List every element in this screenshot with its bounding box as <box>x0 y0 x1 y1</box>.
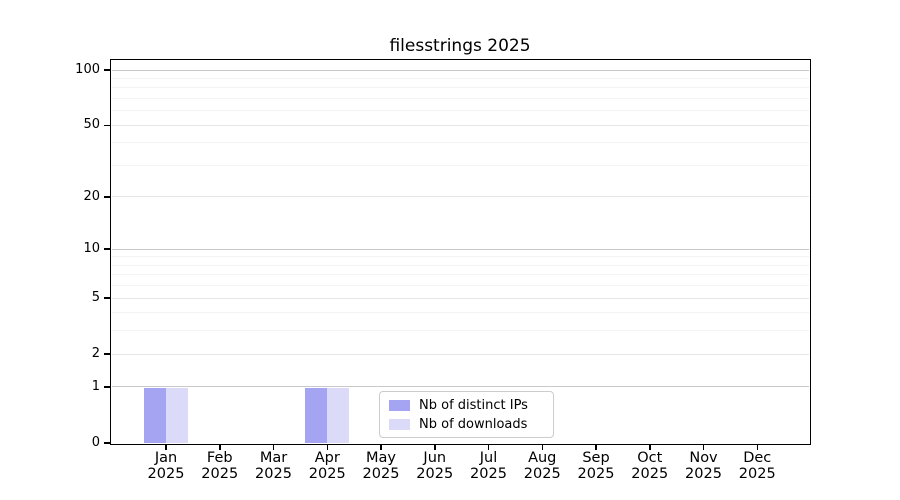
x-tick-mark <box>756 445 758 450</box>
x-tick-year: 2025 <box>255 466 292 482</box>
x-tick-month: Sep <box>582 450 610 466</box>
x-tick-label: May 2025 <box>346 450 416 482</box>
y-tick-mark <box>104 386 110 388</box>
gridline-minor <box>112 142 809 144</box>
chart-title: filesstrings 2025 <box>389 36 531 56</box>
x-tick-label: Aug 2025 <box>507 450 577 482</box>
gridline-major <box>112 124 809 126</box>
x-tick-month: Oct <box>637 450 663 466</box>
gridline-major <box>112 353 809 355</box>
y-tick-label: 1 <box>91 378 100 394</box>
x-tick-label: Nov 2025 <box>669 450 739 482</box>
y-tick-mark <box>104 124 110 127</box>
x-tick-label: Apr 2025 <box>292 450 362 482</box>
x-tick-year: 2025 <box>416 466 454 482</box>
x-tick-year: 2025 <box>577 466 615 482</box>
y-tick-label: 0 <box>91 435 100 450</box>
x-tick-month: Aug <box>528 450 557 466</box>
gridline-minor <box>112 77 809 79</box>
x-tick-label: Feb 2025 <box>185 450 255 482</box>
x-tick-label: Dec 2025 <box>722 450 792 482</box>
gridline-minor <box>112 87 809 89</box>
x-tick-mark <box>326 445 328 450</box>
x-tick-mark <box>272 445 275 450</box>
x-tick-label: Oct 2025 <box>615 450 685 482</box>
x-tick-year: 2025 <box>308 466 346 482</box>
x-tick-month: Feb <box>206 450 233 466</box>
bar-nb-of-distinct-ips-apr <box>305 387 328 443</box>
y-tick-label: 5 <box>91 290 100 306</box>
gridline-minor <box>112 312 809 314</box>
legend-item-downloads: Nb of downloads <box>389 416 545 433</box>
gridline-major <box>112 386 809 388</box>
bar-nb-of-distinct-ips-jan <box>144 387 166 443</box>
x-tick-month: May <box>366 450 396 466</box>
plot-area: Nb of distinct IPs Nb of downloads <box>104 59 811 450</box>
x-tick-month: Jun <box>423 450 447 466</box>
y-tick-mark <box>104 442 110 444</box>
x-tick-label: Jul 2025 <box>454 450 524 482</box>
x-tick-year: 2025 <box>523 466 561 482</box>
gridline-minor <box>112 165 809 166</box>
y-tick-label: 10 <box>83 241 100 257</box>
x-tick-year: 2025 <box>738 466 776 482</box>
legend-swatch-distinct-ips <box>389 400 410 411</box>
x-tick-year: 2025 <box>362 466 400 482</box>
x-tick-year: 2025 <box>201 466 239 482</box>
y-tick-label: 100 <box>75 62 100 78</box>
legend-swatch-downloads <box>389 419 410 430</box>
y-tick-label: 2 <box>91 346 100 362</box>
legend-label-distinct-ips: Nb of distinct IPs <box>419 398 528 413</box>
x-tick-month: Dec <box>743 450 772 466</box>
x-tick-mark <box>541 445 543 450</box>
x-tick-month: Jan <box>154 450 178 466</box>
legend-item-distinct-ips: Nb of distinct IPs <box>389 397 545 414</box>
legend-label-downloads: Nb of downloads <box>419 417 528 432</box>
y-tick-mark <box>104 297 110 299</box>
gridline-minor <box>112 264 809 266</box>
x-tick-month: Nov <box>689 450 718 466</box>
bar-nb-of-downloads-jan <box>166 387 188 443</box>
y-tick-label: 50 <box>83 117 100 133</box>
x-tick-mark <box>165 445 167 450</box>
x-tick-month: Apr <box>314 450 340 466</box>
y-tick-mark <box>104 248 110 250</box>
x-tick-label: Mar 2025 <box>239 450 309 482</box>
gridline-major <box>112 248 809 250</box>
gridline-minor <box>112 110 809 112</box>
x-tick-mark <box>595 445 597 450</box>
gridline-minor <box>112 274 809 276</box>
x-tick-month: Mar <box>259 450 288 466</box>
x-tick-label: Jan 2025 <box>131 450 201 482</box>
gridline-minor <box>112 330 809 332</box>
x-tick-mark <box>702 445 705 450</box>
x-tick-mark <box>380 445 382 450</box>
y-tick-mark <box>104 196 110 198</box>
x-tick-mark <box>649 445 651 450</box>
y-tick-mark <box>104 69 110 71</box>
x-tick-mark <box>219 445 221 450</box>
y-tick-label: 20 <box>83 188 100 204</box>
x-tick-mark <box>434 445 436 450</box>
x-tick-mark <box>487 445 490 450</box>
x-tick-label: Sep 2025 <box>561 450 631 482</box>
x-tick-year: 2025 <box>631 466 669 482</box>
gridline-major <box>112 297 809 299</box>
bar-nb-of-downloads-apr <box>327 387 350 443</box>
x-tick-year: 2025 <box>470 466 507 482</box>
gridline-minor <box>112 256 809 258</box>
y-tick-mark <box>104 353 110 355</box>
gridline-minor <box>112 285 809 287</box>
gridline-major <box>112 196 809 198</box>
gridline-minor <box>112 98 809 100</box>
legend: Nb of distinct IPs Nb of downloads <box>379 391 554 438</box>
gridline-major <box>112 69 809 71</box>
x-tick-year: 2025 <box>147 466 185 482</box>
x-tick-year: 2025 <box>685 466 722 482</box>
x-tick-month: Jul <box>479 450 498 466</box>
x-tick-label: Jun 2025 <box>400 450 470 482</box>
